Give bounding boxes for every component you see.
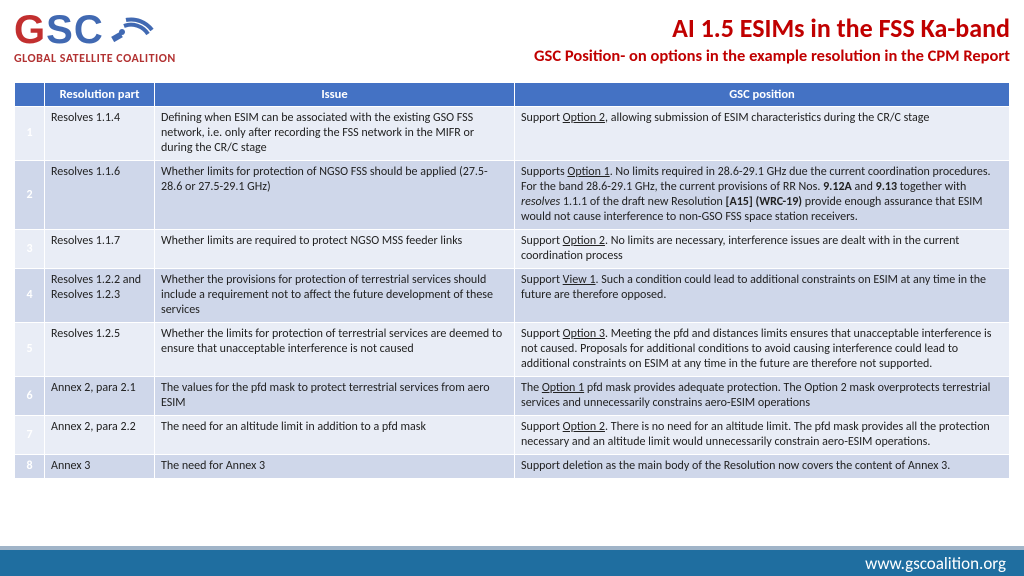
col-header-issue: Issue	[155, 83, 515, 107]
logo-block: GSC GLOBAL SATELLITE COALITION	[14, 6, 234, 66]
row-number: 6	[15, 377, 45, 416]
positions-table-wrap: Resolution part Issue GSC position 1Reso…	[0, 82, 1024, 479]
table-row: 8Annex 3The need for Annex 3Support dele…	[15, 455, 1010, 479]
row-number: 3	[15, 230, 45, 269]
cell-issue: Defining when ESIM can be associated wit…	[155, 107, 515, 161]
cell-gsc-position: Supports Option 1. No limits required in…	[515, 161, 1010, 230]
cell-resolution-part: Annex 2, para 2.2	[45, 416, 155, 455]
cell-issue: Whether limits are required to protect N…	[155, 230, 515, 269]
cell-issue: The need for an altitude limit in additi…	[155, 416, 515, 455]
table-row: 4Resolves 1.2.2 and Resolves 1.2.3Whethe…	[15, 269, 1010, 323]
cell-resolution-part: Annex 3	[45, 455, 155, 479]
row-number: 1	[15, 107, 45, 161]
col-header-position: GSC position	[515, 83, 1010, 107]
footer-url: www.gscoalition.org	[865, 553, 1006, 574]
cell-issue: Whether limits for protection of NGSO FS…	[155, 161, 515, 230]
cell-gsc-position: Support View 1. Such a condition could l…	[515, 269, 1010, 323]
cell-gsc-position: Support deletion as the main body of the…	[515, 455, 1010, 479]
cell-gsc-position: Support Option 2, allowing submission of…	[515, 107, 1010, 161]
logo-letters: GSC	[14, 8, 104, 53]
slide-subtitle: GSC Position- on options in the example …	[234, 46, 1010, 66]
col-header-number	[15, 83, 45, 107]
cell-issue: Whether the provisions for protection of…	[155, 269, 515, 323]
cell-gsc-position: Support Option 3. Meeting the pfd and di…	[515, 323, 1010, 377]
cell-resolution-part: Resolves 1.1.4	[45, 107, 155, 161]
cell-resolution-part: Resolves 1.1.6	[45, 161, 155, 230]
row-number: 8	[15, 455, 45, 479]
col-header-part: Resolution part	[45, 83, 155, 107]
cell-gsc-position: Support Option 2. No limits are necessar…	[515, 230, 1010, 269]
table-row: 3Resolves 1.1.7Whether limits are requir…	[15, 230, 1010, 269]
slide-header: GSC GLOBAL SATELLITE COALITION AI 1.5 ES…	[0, 0, 1024, 82]
table-header-row: Resolution part Issue GSC position	[15, 83, 1010, 107]
slide-title: AI 1.5 ESIMs in the FSS Ka-band	[234, 12, 1010, 44]
logo-subtitle: GLOBAL SATELLITE COALITION	[14, 52, 234, 66]
table-row: 6Annex 2, para 2.1The values for the pfd…	[15, 377, 1010, 416]
cell-issue: The need for Annex 3	[155, 455, 515, 479]
table-row: 1Resolves 1.1.4Defining when ESIM can be…	[15, 107, 1010, 161]
table-row: 7Annex 2, para 2.2The need for an altitu…	[15, 416, 1010, 455]
satellite-wave-icon	[106, 6, 154, 54]
slide-footer: www.gscoalition.org	[0, 546, 1024, 576]
cell-issue: Whether the limits for protection of ter…	[155, 323, 515, 377]
cell-resolution-part: Annex 2, para 2.1	[45, 377, 155, 416]
row-number: 4	[15, 269, 45, 323]
title-block: AI 1.5 ESIMs in the FSS Ka-band GSC Posi…	[234, 6, 1010, 66]
row-number: 2	[15, 161, 45, 230]
table-row: 2Resolves 1.1.6Whether limits for protec…	[15, 161, 1010, 230]
row-number: 5	[15, 323, 45, 377]
cell-gsc-position: The Option 1 pfd mask provides adequate …	[515, 377, 1010, 416]
positions-table: Resolution part Issue GSC position 1Reso…	[14, 82, 1010, 479]
cell-gsc-position: Support Option 2. There is no need for a…	[515, 416, 1010, 455]
row-number: 7	[15, 416, 45, 455]
cell-resolution-part: Resolves 1.2.5	[45, 323, 155, 377]
cell-issue: The values for the pfd mask to protect t…	[155, 377, 515, 416]
cell-resolution-part: Resolves 1.2.2 and Resolves 1.2.3	[45, 269, 155, 323]
table-row: 5Resolves 1.2.5Whether the limits for pr…	[15, 323, 1010, 377]
cell-resolution-part: Resolves 1.1.7	[45, 230, 155, 269]
